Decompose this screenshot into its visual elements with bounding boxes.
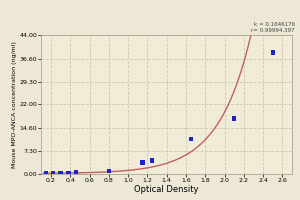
Point [106,170,111,173]
Y-axis label: Mouse MPO-ANCA concentration (ng/ml): Mouse MPO-ANCA concentration (ng/ml) [12,41,16,168]
Point [58,172,63,175]
X-axis label: Optical Density: Optical Density [134,185,199,194]
Point [140,161,145,164]
Point [150,159,155,162]
Point [44,172,49,175]
Point [232,117,237,120]
Point [66,171,71,174]
Point [74,171,79,174]
Text: k = 0.1646176
r= 0.99994.397: k = 0.1646176 r= 0.99994.397 [251,22,295,33]
Point [50,172,55,175]
Point [270,51,275,54]
Point [188,137,193,141]
